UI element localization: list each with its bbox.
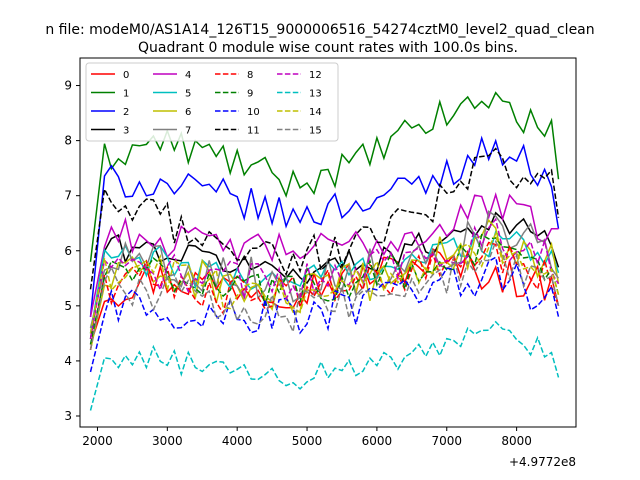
legend-label-4: 4 <box>185 70 191 81</box>
series-line-7 <box>89 210 560 329</box>
x-tick-label: 7000 <box>431 434 462 448</box>
series-line-9 <box>89 233 560 345</box>
x-axis: 2000 3000 4000 5000 6000 7000 8000 <box>82 427 532 448</box>
legend-label-2: 2 <box>123 107 129 118</box>
y-tick-label: 3 <box>64 409 72 423</box>
legend-label-6: 6 <box>185 107 191 118</box>
legend-label-9: 9 <box>247 89 253 100</box>
series-line-10 <box>89 256 560 373</box>
x-tick-label: 6000 <box>362 434 393 448</box>
series-line-8 <box>89 241 560 351</box>
series-line-4 <box>89 191 559 318</box>
legend-label-14: 14 <box>309 107 322 118</box>
legend-label-10: 10 <box>247 107 260 118</box>
legend-label-0: 0 <box>123 70 129 81</box>
series-lines <box>89 91 560 411</box>
series-line-2 <box>89 135 560 317</box>
legend-label-12: 12 <box>309 70 322 81</box>
y-tick-label: 9 <box>64 79 72 93</box>
y-tick-label: 7 <box>64 189 72 203</box>
legend-box <box>85 62 339 142</box>
x-tick-label: 8000 <box>501 434 532 448</box>
series-line-0 <box>89 247 560 345</box>
legend-label-3: 3 <box>123 126 129 137</box>
y-tick-label: 5 <box>64 299 72 313</box>
legend-label-5: 5 <box>185 89 191 100</box>
y-tick-label: 8 <box>64 134 72 148</box>
x-tick-label: 4000 <box>222 434 253 448</box>
chart-title: Quadrant 0 module wise count rates with … <box>138 40 518 56</box>
series-line-15 <box>89 239 560 351</box>
legend-label-11: 11 <box>247 126 260 137</box>
series-line-11 <box>89 147 560 290</box>
y-axis: 3 4 5 6 7 8 9 <box>64 79 80 423</box>
y-tick-label: 4 <box>64 354 72 368</box>
legend-label-15: 15 <box>309 126 322 137</box>
legend-label-13: 13 <box>309 89 322 100</box>
series-line-12 <box>89 217 560 340</box>
series-line-14 <box>89 231 560 334</box>
x-tick-label: 5000 <box>292 434 323 448</box>
legend-label-7: 7 <box>185 126 191 137</box>
legend-label-1: 1 <box>123 89 129 100</box>
x-offset-label: +4.9772e8 <box>509 455 576 469</box>
chart-suptitle: n file: modeM0/AS1A14_126T15_9000006516_… <box>45 22 594 38</box>
legend-label-8: 8 <box>247 70 253 81</box>
plot-frame <box>79 57 577 428</box>
series-line-13 <box>89 320 560 411</box>
y-tick-label: 6 <box>64 244 72 258</box>
x-tick-label: 2000 <box>82 434 113 448</box>
x-tick-label: 3000 <box>152 434 183 448</box>
